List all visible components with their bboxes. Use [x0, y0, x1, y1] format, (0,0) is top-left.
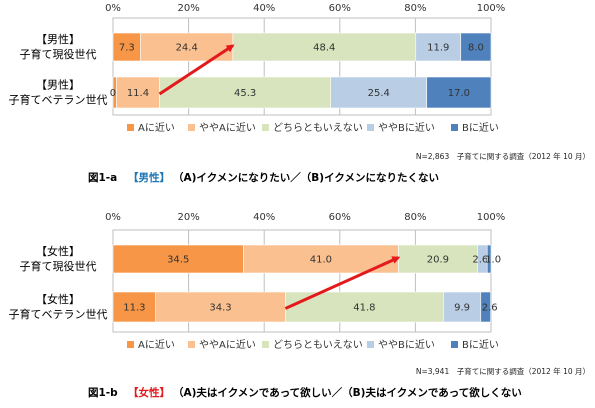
legend-swatch — [188, 124, 195, 131]
tick-label: 40% — [253, 3, 275, 14]
legend-label: Aに近い — [138, 121, 175, 134]
bar-segment — [398, 244, 478, 274]
data-label: 17.0 — [448, 88, 470, 99]
legend-label: どちらともいえない — [273, 339, 363, 351]
trend-arrow — [284, 256, 401, 310]
data-label: 34.3 — [209, 303, 231, 314]
category-bracket: 【男性】 — [36, 78, 80, 92]
category-label: 子育てベテラン世代 — [9, 93, 108, 107]
bar-segment — [155, 291, 286, 323]
data-label: 9.9 — [454, 303, 470, 314]
source-note: N=3,941 子育てに関する調査（2012 年 10 月） — [416, 366, 590, 376]
data-label: 2.6 — [482, 303, 498, 314]
caption-text: （A)夫はイクメンであって欲しい／（B)夫はイクメンであって欲しくない — [173, 386, 522, 399]
data-label: 34.5 — [167, 255, 189, 266]
tick-label: 0% — [105, 212, 121, 223]
caption-prefix: 図1-b — [88, 387, 118, 399]
bar-segment — [232, 32, 417, 62]
legend-swatch — [188, 341, 195, 348]
legend-label: どちらともいえない — [273, 122, 363, 134]
bar-segment — [443, 291, 482, 323]
data-label: 11.3 — [123, 303, 145, 314]
category-label: 子育て現役世代 — [20, 47, 97, 61]
tick-label: 60% — [329, 3, 351, 14]
tick-label: 100% — [477, 3, 506, 14]
legend-label: Aに近い — [138, 338, 175, 351]
bar-segment — [112, 32, 141, 62]
bar-segment — [460, 32, 492, 62]
category-label: 子育てベテラン世代 — [9, 307, 108, 321]
data-label: 41.8 — [353, 303, 375, 314]
tick-label: 20% — [177, 3, 199, 14]
tick-label: 60% — [329, 212, 351, 223]
data-label: 11.9 — [427, 43, 449, 54]
trend-arrow — [158, 44, 235, 96]
tick-label: 80% — [404, 3, 426, 14]
source-note: N=2,863 子育てに関する調査（2012 年 10 月） — [416, 151, 590, 161]
legend-label: Bに近い — [462, 338, 499, 351]
tick-label: 80% — [404, 212, 426, 223]
plot-frame — [112, 17, 492, 116]
data-label: 7.3 — [119, 43, 135, 54]
tick-label: 100% — [477, 212, 506, 223]
bar-segment — [330, 76, 428, 109]
legend-swatch — [451, 341, 458, 348]
data-label: 41.0 — [310, 255, 332, 266]
bar-segment — [486, 244, 492, 274]
data-label: 24.4 — [176, 43, 198, 54]
plot-frame — [112, 229, 492, 333]
legend-label: ややBに近い — [378, 121, 435, 134]
bar-segment — [426, 76, 492, 109]
data-label: 11.4 — [127, 88, 149, 99]
legend-label: ややBに近い — [378, 338, 435, 351]
category-bracket: 【男性】 — [36, 32, 80, 46]
legend-label: ややAに近い — [199, 338, 256, 351]
data-label: 1.0 — [485, 255, 501, 266]
data-label: 45.3 — [234, 88, 256, 99]
data-label: 20.9 — [427, 255, 449, 266]
data-label: 48.4 — [313, 43, 335, 54]
caption-highlight: 【男性】 — [128, 171, 170, 184]
data-label: 25.4 — [368, 88, 390, 99]
data-label: 2.6 — [472, 255, 488, 266]
legend-label: ややAに近い — [199, 121, 256, 134]
legend-swatch — [451, 124, 458, 131]
caption-highlight: 【女性】 — [128, 386, 170, 399]
legend-swatch — [127, 124, 134, 131]
tick-label: 0% — [105, 3, 121, 14]
legend-label: Bに近い — [462, 121, 499, 134]
caption-prefix: 図1-a — [88, 172, 117, 184]
legend-swatch — [367, 341, 374, 348]
bar-segment — [480, 291, 491, 323]
data-label: 8.0 — [468, 43, 484, 54]
legend-swatch — [262, 341, 269, 348]
bar-segment — [116, 76, 160, 109]
bar-segment — [415, 32, 462, 62]
category-bracket: 【女性】 — [36, 292, 80, 306]
category-bracket: 【女性】 — [36, 244, 80, 258]
legend-swatch — [367, 124, 374, 131]
caption-text: （A)イクメンになりたい／（B)イクメンになりたくない — [173, 171, 439, 184]
tick-label: 40% — [253, 212, 275, 223]
legend-swatch — [127, 341, 134, 348]
category-label: 子育て現役世代 — [20, 259, 97, 273]
legend-swatch — [262, 124, 269, 131]
tick-label: 20% — [177, 212, 199, 223]
